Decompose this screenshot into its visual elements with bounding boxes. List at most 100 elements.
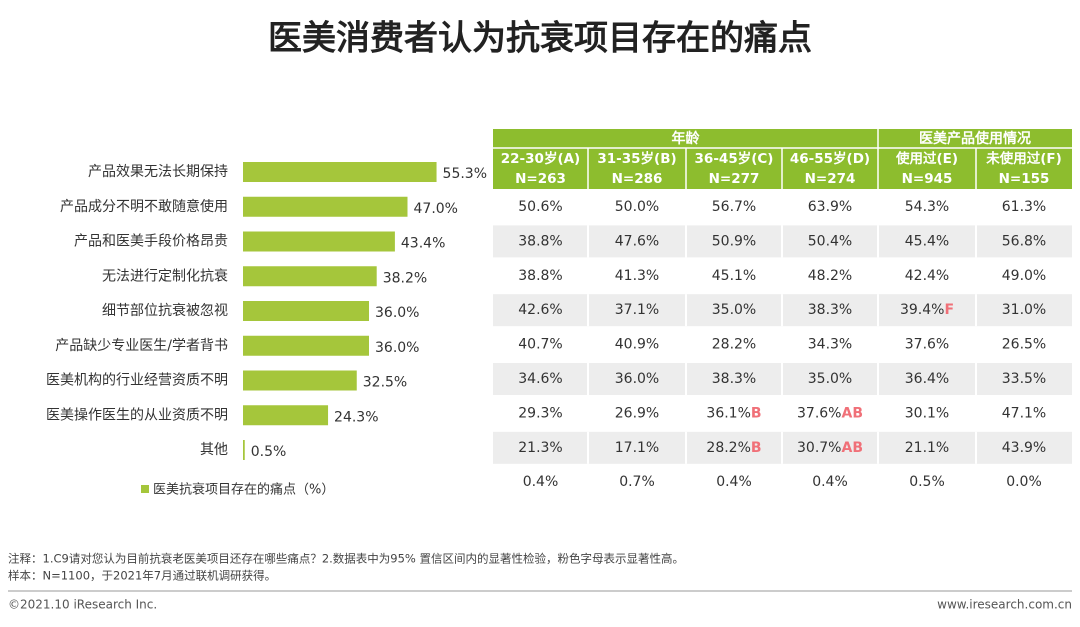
table-cell: 26.5% — [1002, 337, 1046, 353]
group-header: 年龄 — [672, 130, 701, 147]
category-label: 医美操作医生的从业资质不明 — [46, 407, 228, 423]
table-cell: 35.0% — [808, 371, 852, 387]
table-cell: 43.9% — [1002, 440, 1046, 456]
table-cell: 38.8% — [518, 268, 562, 284]
group-header: 医美产品使用情况 — [919, 130, 1031, 147]
column-header: N=263 — [515, 171, 566, 187]
category-label: 产品效果无法长期保持 — [88, 164, 228, 180]
table-cell: 0.7% — [619, 474, 655, 490]
cell-value: 37.6% — [797, 405, 841, 421]
table-cell: 56.7% — [712, 199, 756, 215]
table-cell: 45.1% — [712, 268, 756, 284]
bar — [243, 162, 437, 182]
note: 注释：1.C9请对您认为目前抗衰老医美项目还存在哪些痛点？2.数据表中为95% … — [8, 552, 684, 566]
value-label: 36.0% — [375, 305, 419, 321]
table-cell: 35.0% — [712, 302, 756, 318]
table-cell: 38.3% — [808, 302, 852, 318]
column-header: 使用过(E) — [895, 150, 958, 167]
column-header: N=286 — [612, 171, 663, 187]
table-cell: 31.0% — [1002, 302, 1046, 318]
table-cell: 41.3% — [615, 268, 659, 284]
cell-value: 36.1% — [706, 405, 750, 421]
table-cell: 29.3% — [518, 405, 562, 421]
table-cell: 37.6%AB — [797, 405, 863, 421]
title: 医美消费者认为抗衰项目存在的痛点 — [268, 19, 812, 59]
column-header: 未使用过(F) — [986, 150, 1062, 167]
table-cell: 49.0% — [1002, 268, 1046, 284]
table-cell: 36.1%B — [706, 405, 761, 421]
value-label: 43.4% — [401, 236, 445, 252]
bar — [243, 231, 395, 252]
note: 样本：N=1100，于2021年7月通过联机调研获得。 — [8, 569, 276, 583]
table-cell: 38.3% — [712, 371, 756, 387]
table-cell: 21.3% — [518, 440, 562, 456]
significance-mark: B — [751, 440, 762, 456]
table-cell: 61.3% — [1002, 199, 1046, 215]
table-cell: 48.2% — [808, 268, 852, 284]
category-label: 产品成分不明不敢随意使用 — [60, 198, 228, 215]
table-cell: 50.6% — [518, 199, 562, 215]
table-cell: 0.4% — [523, 474, 559, 490]
column-header: N=945 — [902, 171, 953, 187]
table-cell: 50.4% — [808, 233, 852, 249]
table-cell: 21.1% — [905, 440, 949, 456]
category-label: 产品缺少专业医生/学者背书 — [55, 338, 228, 354]
table-cell: 30.1% — [905, 405, 949, 421]
cell-value: 39.4% — [900, 302, 944, 318]
table-cell: 50.9% — [712, 233, 756, 249]
value-label: 32.5% — [363, 375, 407, 391]
table-cell: 39.4%F — [900, 302, 954, 318]
table-cell: 0.0% — [1006, 474, 1042, 490]
value-label: 0.5% — [251, 444, 287, 460]
significance-mark: B — [751, 405, 762, 421]
column-header: N=277 — [709, 171, 760, 187]
table-cell: 28.2%B — [706, 440, 761, 456]
table-cell: 54.3% — [905, 199, 949, 215]
bar — [243, 440, 245, 460]
value-label: 36.0% — [375, 340, 419, 356]
table-cell: 30.7%AB — [797, 440, 863, 456]
column-header: 46-55岁(D) — [790, 150, 870, 167]
footer-left: ©2021.10 iResearch Inc. — [8, 598, 157, 612]
table-cell: 26.9% — [615, 405, 659, 421]
cell-value: 28.2% — [706, 440, 750, 456]
table-cell: 34.3% — [808, 337, 852, 353]
table-cell: 38.8% — [518, 233, 562, 249]
column-header: 22-30岁(A) — [501, 150, 580, 167]
significance-mark: AB — [841, 405, 863, 421]
column-header: 36-45岁(C) — [695, 150, 774, 167]
category-label: 细节部位抗衰被忽视 — [102, 302, 228, 319]
bar — [243, 405, 329, 426]
column-header: N=274 — [805, 171, 856, 187]
bar — [243, 335, 369, 356]
table-cell: 47.6% — [615, 233, 659, 249]
table-cell: 37.1% — [615, 302, 659, 318]
bar — [243, 370, 357, 391]
table-cell: 45.4% — [905, 233, 949, 249]
value-label: 38.2% — [383, 270, 427, 286]
table-cell: 42.6% — [518, 302, 562, 318]
table-cell: 34.6% — [518, 371, 562, 387]
table-cell: 37.6% — [905, 337, 949, 353]
table-cell: 28.2% — [712, 337, 756, 353]
significance-mark: F — [944, 302, 954, 318]
table-cell: 17.1% — [615, 440, 659, 456]
table-cell: 36.4% — [905, 371, 949, 387]
category-label: 产品和医美手段价格昂贵 — [74, 234, 228, 250]
footer-right: www.iresearch.com.cn — [937, 598, 1072, 612]
table-cell: 0.4% — [812, 474, 848, 490]
column-header: N=155 — [999, 171, 1050, 187]
value-label: 24.3% — [334, 409, 378, 425]
table-cell: 0.4% — [716, 474, 752, 490]
table-cell: 40.7% — [518, 337, 562, 353]
category-label: 医美机构的行业经营资质不明 — [46, 373, 228, 389]
bar — [243, 301, 369, 321]
bar — [243, 196, 408, 217]
table-cell: 40.9% — [615, 337, 659, 353]
value-label: 47.0% — [414, 201, 458, 217]
table-cell: 36.0% — [615, 371, 659, 387]
table-cell: 63.9% — [808, 199, 852, 215]
table-cell: 0.5% — [909, 474, 945, 490]
table-cell: 42.4% — [905, 268, 949, 284]
value-label: 55.3% — [443, 166, 487, 182]
